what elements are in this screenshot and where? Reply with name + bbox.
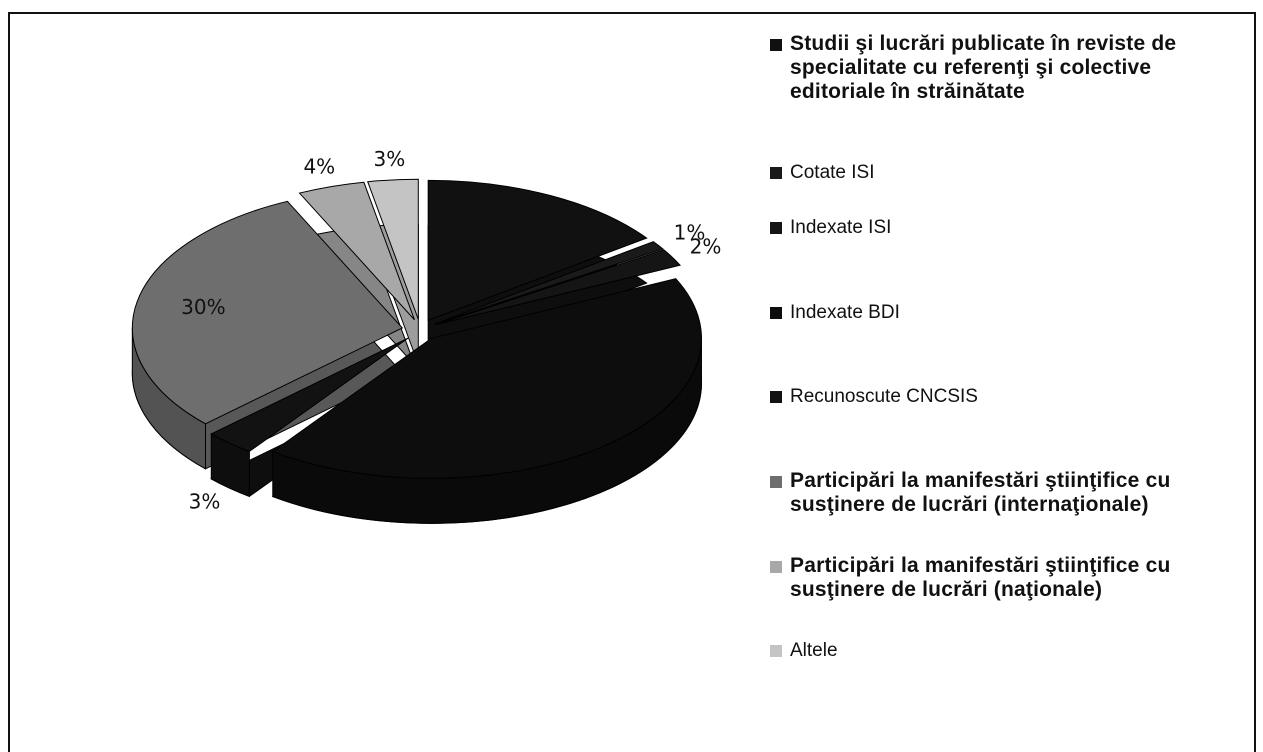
legend-swatch: [770, 167, 782, 179]
legend-entry: Participări la manifestări ştiinţifice c…: [770, 554, 1240, 602]
legend-label: Participări la manifestări ştiinţifice c…: [790, 469, 1171, 516]
pie-slice: [131, 200, 404, 425]
pie-slice: [435, 249, 682, 326]
pie-slice: [271, 278, 702, 479]
legend-label: Studii şi lucrări publicate în reviste d…: [790, 32, 1177, 103]
legend-swatch: [770, 561, 782, 573]
legend-swatch: [770, 476, 782, 488]
legend-label: Indexate BDI: [790, 302, 900, 323]
legend-label: Participări la manifestări ştiinţifice c…: [790, 554, 1171, 601]
data-label: 4%: [303, 154, 335, 178]
legend-entry: Cotate ISI: [770, 160, 1240, 186]
legend-swatch: [770, 222, 782, 234]
data-label: 2%: [690, 234, 722, 258]
data-label: 30%: [181, 295, 225, 319]
data-label: 1%: [674, 221, 706, 245]
legend-entry: Recunoscute CNCSIS: [770, 384, 1240, 410]
data-label: 3%: [373, 147, 405, 171]
pie-slice: [298, 181, 415, 321]
data-label: 3%: [189, 489, 221, 513]
legend-label: Altele: [790, 640, 838, 661]
pie-chart: 1%2% 3% 30% 4% 3%: [131, 147, 722, 524]
legend-swatch: [770, 391, 782, 403]
legend-entry: Studii şi lucrări publicate în reviste d…: [770, 32, 1240, 104]
legend-swatch: [770, 645, 782, 657]
chart-frame: [8, 12, 1256, 752]
pie-slice: [434, 241, 664, 325]
pie-slice: [367, 178, 419, 320]
legend-entry: Participări la manifestări ştiinţifice c…: [770, 469, 1240, 517]
legend-entry: Altele: [770, 638, 1240, 664]
legend-label: Recunoscute CNCSIS: [790, 386, 978, 407]
legend-swatch: [770, 39, 782, 51]
pie-slice: [427, 179, 648, 322]
legend-entry: Indexate ISI: [770, 215, 1240, 241]
legend-label: Indexate ISI: [790, 217, 892, 238]
legend-swatch: [770, 307, 782, 319]
legend-label: Cotate ISI: [790, 162, 875, 183]
legend-entry: Indexate BDI: [770, 300, 1240, 326]
pie-slice: [210, 337, 409, 452]
